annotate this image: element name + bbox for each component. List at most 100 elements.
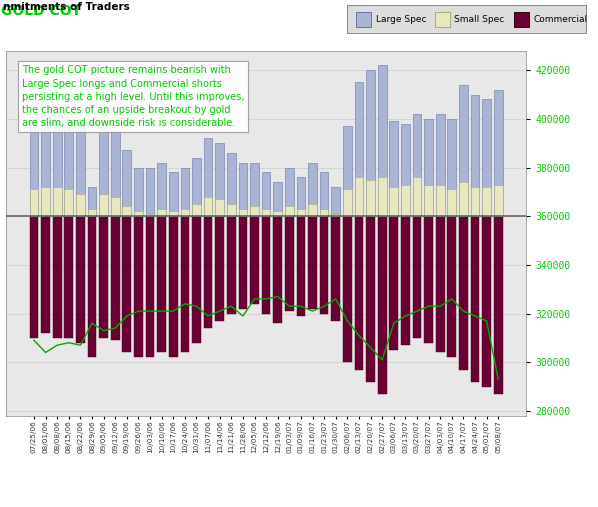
Bar [123,206,131,216]
Bar [146,214,154,216]
Bar [30,114,38,216]
Bar [355,82,364,216]
Bar [331,216,340,321]
Bar [285,206,294,216]
Bar [227,153,236,216]
Bar [424,119,433,216]
Bar [88,216,96,357]
Bar [343,126,352,216]
Bar [366,179,375,216]
Bar [366,216,375,382]
Bar [401,124,410,216]
Bar [30,190,38,216]
Bar [111,216,120,340]
Bar [471,187,480,216]
Bar [285,167,294,216]
Bar [447,216,456,357]
Bar [262,216,270,313]
Bar [157,209,166,216]
Bar [157,163,166,216]
Bar [320,216,328,313]
Bar [146,167,154,216]
Bar [320,172,328,216]
Text: The gold COT picture remains bearish with
Large Spec longs and Commercial shorts: The gold COT picture remains bearish wit… [22,65,244,128]
Bar [239,209,247,216]
Bar [297,209,306,216]
Bar [424,185,433,216]
Bar [41,216,50,333]
Bar [204,197,212,216]
Bar [181,209,189,216]
Bar [343,216,352,362]
Bar [169,211,178,216]
FancyBboxPatch shape [514,12,529,27]
Bar [204,216,212,328]
Bar [76,124,85,216]
Bar [482,216,491,386]
Bar [413,216,422,338]
Bar [239,216,247,309]
Bar [227,216,236,313]
Bar [366,70,375,216]
Bar [215,199,224,216]
Bar [355,216,364,370]
Bar [146,216,154,357]
Bar [494,185,502,216]
Bar [30,216,38,338]
Bar [134,211,143,216]
Text: Large Spec: Large Spec [376,15,426,23]
Bar [459,216,468,370]
Bar [494,90,502,216]
Bar [378,177,386,216]
Bar [273,216,282,323]
Bar [134,216,143,357]
Bar [157,216,166,352]
Bar [308,204,317,216]
Bar [53,187,62,216]
Bar [227,204,236,216]
Bar [250,216,259,304]
Bar [482,187,491,216]
Bar [436,114,444,216]
Bar [389,187,398,216]
Text: Commercial: Commercial [533,15,588,23]
Bar [215,216,224,321]
Bar [192,158,201,216]
Bar [378,65,386,216]
Bar [53,112,62,216]
FancyBboxPatch shape [356,12,371,27]
Bar [273,182,282,216]
Bar [471,94,480,216]
Bar [285,216,294,311]
Bar [204,138,212,216]
Bar [88,187,96,216]
Bar [471,216,480,382]
Bar [111,131,120,216]
Bar [436,185,444,216]
Bar [192,216,201,343]
Bar [447,119,456,216]
Bar [331,214,340,216]
Bar [215,143,224,216]
Bar [99,194,108,216]
Bar [482,99,491,216]
Bar [181,167,189,216]
Bar [262,209,270,216]
Bar [65,216,73,338]
Bar [169,172,178,216]
Bar [297,177,306,216]
Bar [65,119,73,216]
Bar [401,216,410,345]
Bar [320,209,328,216]
Bar [181,216,189,352]
Bar [413,114,422,216]
Bar [401,185,410,216]
Bar [331,187,340,216]
Bar [99,114,108,216]
Bar [123,151,131,216]
Bar [169,216,178,357]
Bar [413,177,422,216]
Bar [447,190,456,216]
Bar [250,206,259,216]
Bar [389,121,398,216]
